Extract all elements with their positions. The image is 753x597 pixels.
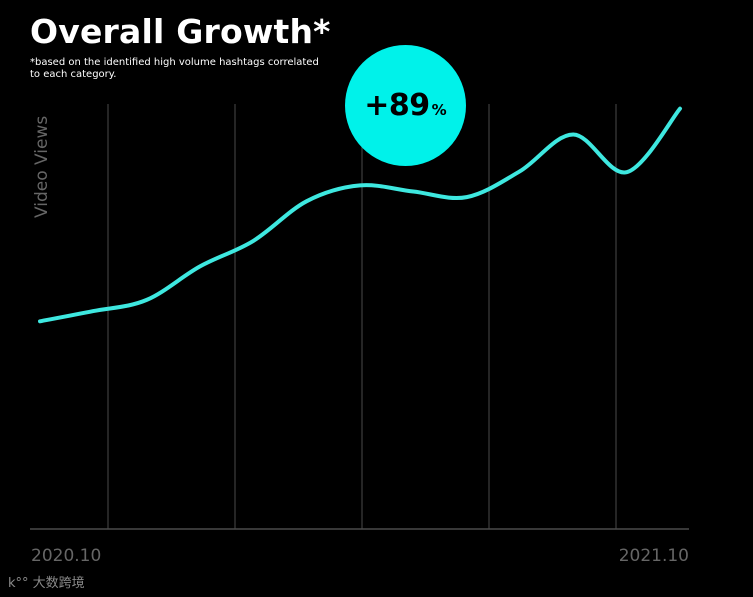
y-axis-label: Video Views (32, 116, 52, 218)
growth-line (38, 106, 682, 324)
x-tick-label-end: 2021.10 (619, 546, 689, 566)
x-tick-label-start: 2020.10 (31, 546, 101, 566)
growth-badge: +89 % (345, 45, 466, 166)
growth-unit: % (431, 100, 447, 119)
growth-value: +89 (364, 88, 430, 123)
watermark-logo-icon: k°° (8, 576, 29, 591)
footnote: *based on the identified high volume has… (30, 57, 319, 80)
vertical-gridlines (107, 104, 617, 529)
watermark: k°° ⁠⁠大数跨境 (8, 572, 85, 591)
watermark-text: ⁠⁠大数跨境 (32, 576, 85, 591)
page-title: Overall Growth* (30, 12, 331, 51)
